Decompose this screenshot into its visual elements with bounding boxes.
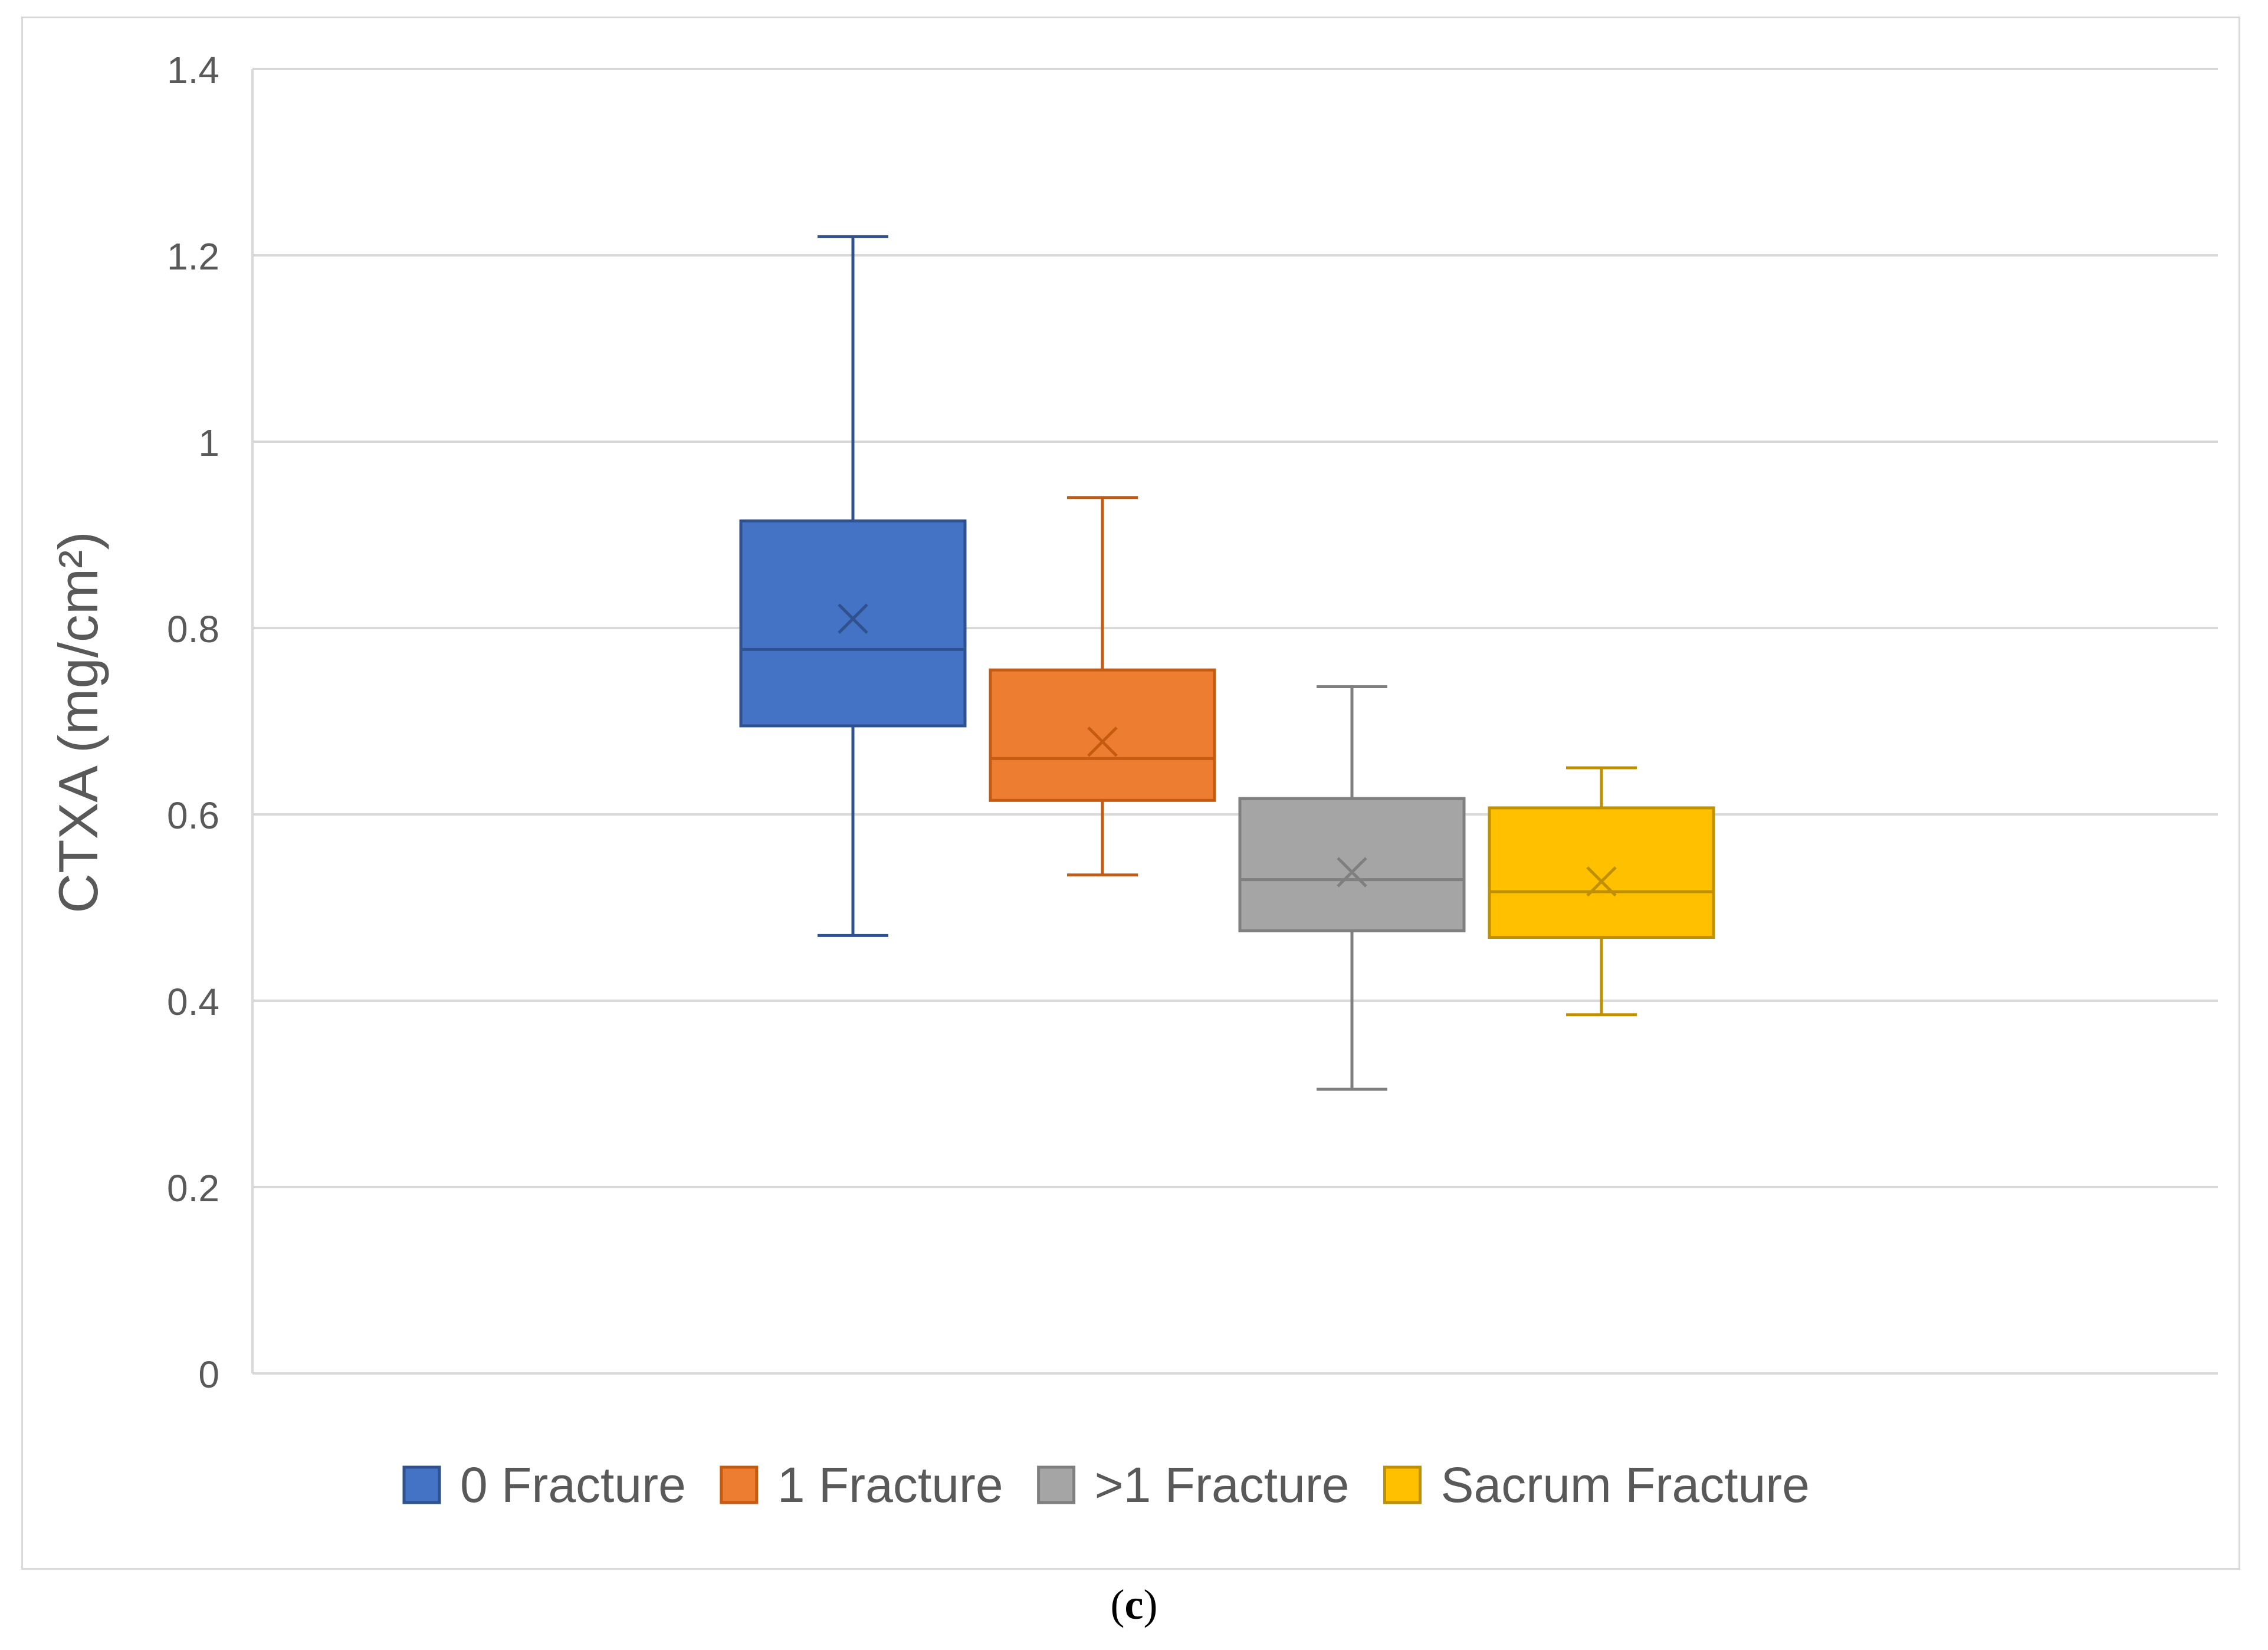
box-iqr	[989, 668, 1216, 802]
legend-item: 0 Fracture	[402, 1457, 686, 1513]
box-group	[739, 235, 967, 937]
mean-marker	[838, 603, 868, 634]
gridlines	[251, 68, 2218, 1375]
box-iqr	[739, 519, 967, 728]
box-iqr	[1488, 806, 1715, 939]
box-group	[989, 496, 1216, 877]
legend-label: 0 Fracture	[460, 1457, 686, 1513]
legend-swatch	[1383, 1465, 1422, 1504]
legend-label: 1 Fracture	[777, 1457, 1003, 1513]
mean-marker	[1087, 726, 1118, 757]
mean-marker	[1586, 866, 1617, 897]
legend-swatch	[402, 1465, 441, 1504]
box-iqr	[1238, 797, 1466, 933]
y-tick-label: 0.8	[167, 608, 219, 650]
box-group	[1238, 685, 1466, 1091]
legend-item: 1 Fracture	[720, 1457, 1003, 1513]
legend-swatch	[1037, 1465, 1076, 1504]
legend: 0 Fracture 1 Fracture >1 Fracture Sacrum Fr…	[402, 1457, 1810, 1513]
legend-swatch	[720, 1465, 759, 1504]
y-tick-label: 0.6	[167, 794, 219, 837]
y-tick-label: 0	[198, 1353, 219, 1396]
legend-label: >1 Fracture	[1095, 1457, 1350, 1513]
mean-marker	[1337, 857, 1367, 888]
caption-close: )	[1143, 1581, 1158, 1628]
y-tick-label: 1.2	[167, 235, 219, 278]
legend-item: Sacrum Fracture	[1383, 1457, 1810, 1513]
y-tick-label: 1.4	[167, 49, 219, 91]
y-axis-ticks: 0 0.2 0.4 0.6 0.8 1 1.2 1.4	[167, 49, 219, 1396]
y-axis-label: CTXA (mg/cm²)	[47, 531, 109, 913]
legend-item: >1 Fracture	[1037, 1457, 1350, 1513]
box-group	[1488, 766, 1715, 1017]
y-tick-label: 0.2	[167, 1167, 219, 1209]
figure-caption: (c)	[0, 1580, 2268, 1629]
caption-open: (	[1110, 1581, 1125, 1628]
y-tick-label: 1	[198, 422, 219, 464]
y-tick-label: 0.4	[167, 981, 219, 1023]
boxes	[739, 235, 1715, 1091]
caption-letter: c	[1124, 1581, 1144, 1628]
legend-label: Sacrum Fracture	[1440, 1457, 1810, 1513]
